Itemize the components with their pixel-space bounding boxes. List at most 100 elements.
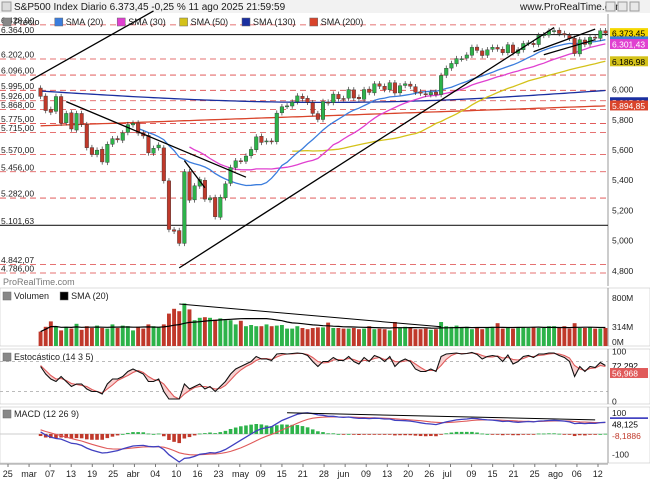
legend-swatch-0 (2, 17, 12, 27)
macd-histogram-bar (480, 433, 484, 435)
volume-bar (321, 327, 325, 346)
candle-body (326, 101, 331, 104)
candle-body (439, 75, 444, 95)
volume-bar (254, 326, 259, 346)
macd-histogram-bar (151, 433, 156, 435)
price-tick-1: 5,800 (612, 115, 634, 125)
macd-line (40, 412, 606, 463)
macd-histogram-bar (43, 433, 48, 438)
menu-icon[interactable] (605, 1, 616, 12)
stochastic-last-value-1-bg (610, 368, 648, 379)
trendline-channel-top (533, 28, 596, 53)
price-last-value-2-bg (610, 39, 648, 50)
macd-histogram-bar (64, 433, 69, 439)
xaxis-label-27: 06 (572, 469, 582, 479)
maximize-icon[interactable] (617, 1, 628, 12)
xaxis-label-25: 25 (530, 469, 540, 479)
macd-histogram-bar (141, 432, 146, 434)
candle-body (238, 160, 243, 162)
stochastic-k-line (40, 351, 606, 400)
macd-trendline (287, 412, 596, 421)
candle-body (331, 93, 336, 103)
level-label-9: 5.570,00 (1, 145, 34, 155)
volume-bar (136, 326, 141, 346)
macd-histogram-bar (470, 431, 474, 434)
macd-histogram-bar (367, 433, 372, 435)
macd-histogram-bar (459, 431, 464, 434)
candle-body (100, 149, 105, 163)
legend-swatch-4 (241, 17, 251, 27)
macd-histogram-bar (557, 433, 562, 435)
volume-panel: 800M 314M 0M Volumen SMA (20) (0, 287, 650, 347)
xaxis-label-17: 09 (361, 469, 371, 479)
candle-body (449, 63, 454, 69)
price-tick-2: 5,600 (612, 145, 634, 155)
stochastic-bg (0, 348, 650, 405)
xaxis-label-8: 10 (171, 469, 181, 479)
macd-histogram-bar (413, 433, 418, 436)
volume-bar (125, 326, 130, 346)
macd-histogram-bar (547, 433, 551, 435)
price-last-value-0: 6.373,45 (612, 29, 645, 39)
macd-histogram-bar (577, 433, 582, 436)
candle-body (305, 98, 310, 103)
volume-bar (223, 320, 228, 346)
volume-bar (74, 323, 79, 346)
legend-label-3: SMA (50) (191, 17, 229, 27)
macd-histogram-bar (598, 433, 603, 435)
macd-histogram-bar (49, 433, 53, 439)
macd-histogram-bar (439, 433, 443, 435)
candle-body (454, 58, 459, 65)
macd-signal-line (40, 416, 606, 456)
legend-swatch-2 (116, 17, 126, 27)
macd-histogram-bar (357, 433, 361, 435)
close-icon[interactable] (629, 1, 640, 12)
trendline-upper-left (29, 10, 154, 82)
macd-histogram-bar (326, 433, 330, 435)
macd-histogram-bar (449, 432, 454, 434)
volume-bar (120, 325, 125, 346)
macd-histogram-bar (280, 424, 284, 434)
macd-histogram-bar (115, 433, 120, 436)
macd-histogram-bar (203, 433, 207, 434)
volume-bar (403, 326, 408, 346)
candle-body (300, 96, 305, 99)
volume-bar (161, 324, 166, 346)
candle-body (48, 109, 53, 113)
macd-histogram-bar (377, 433, 382, 435)
macd-histogram-bar (403, 433, 407, 436)
candle-body (336, 94, 341, 99)
macd-histogram-bar (197, 433, 202, 435)
candle-body (161, 147, 166, 182)
candle-body (115, 138, 120, 141)
stochastic-last-value-0-bg (610, 360, 648, 371)
volume-bar (382, 329, 387, 346)
level-label-12: 5.101,63 (1, 216, 34, 226)
volume-bar (485, 328, 490, 346)
stochastic-tick-0: 0 (612, 397, 617, 407)
collapse-icon[interactable] (1, 1, 12, 12)
volume-bar (526, 328, 531, 346)
volume-bar (131, 330, 135, 346)
volume-bar (249, 325, 254, 346)
candle-body (43, 95, 48, 111)
level-label-8: 5.715,00 (1, 123, 34, 133)
stochastic-last-value-1: 56,968 (612, 369, 638, 379)
macd-histogram-bar (182, 433, 187, 439)
candle-body (372, 83, 377, 94)
volume-bar (187, 309, 192, 346)
volume-bar (387, 330, 392, 346)
macd-histogram-bar (393, 433, 397, 436)
candle-body (131, 123, 135, 126)
candle-body (475, 46, 480, 51)
legend-swatch-0 (2, 352, 12, 362)
volume-bar (500, 328, 505, 346)
macd-histogram-bar (254, 424, 259, 434)
volume-bar (295, 326, 300, 346)
macd-histogram-bar (418, 433, 423, 437)
candle-body (74, 113, 79, 131)
candle-body (500, 49, 505, 53)
volume-bar (356, 329, 361, 346)
xaxis-label-15: 28 (319, 469, 329, 479)
candle-body (38, 87, 43, 97)
